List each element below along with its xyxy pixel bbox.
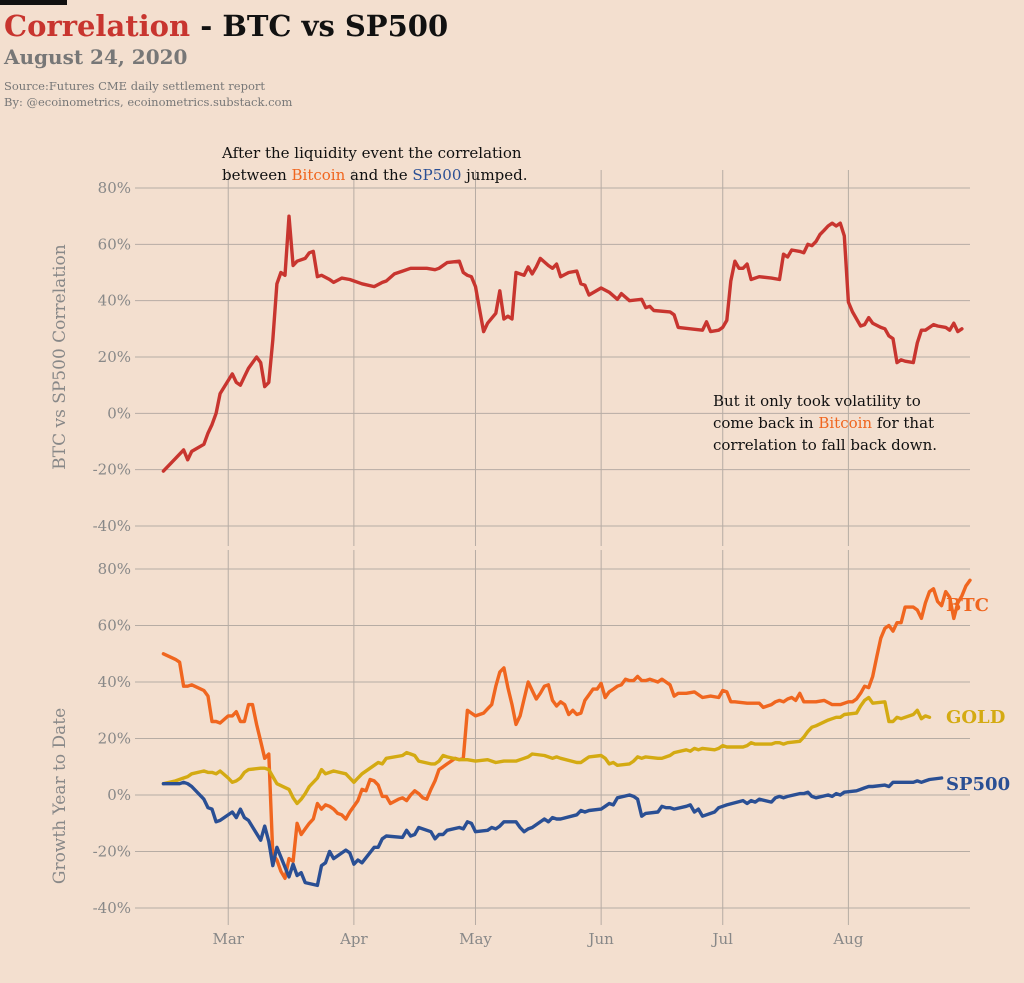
ytick-label-1-0: -40% (93, 899, 131, 917)
annotation-volatility: But it only took volatility to come back… (713, 390, 937, 456)
ytick-label-0-6: 80% (98, 179, 131, 197)
xtick-label-2: May (459, 930, 492, 948)
ytick-label-0-2: 0% (107, 404, 131, 422)
series-label-btc: BTC (946, 595, 989, 616)
top-y-axis-label: BTC vs SP500 Correlation (50, 244, 70, 470)
xtick-label-4: Jul (711, 930, 734, 948)
source-note: Source:Futures CME daily settlement repo… (4, 79, 265, 93)
ytick-label-0-0: -40% (93, 517, 131, 535)
byline: By: @ecoinometrics, ecoinometrics.substa… (4, 95, 293, 109)
ytick-label-1-6: 80% (98, 560, 131, 578)
annotation-bottom-text-b: for that (872, 414, 935, 432)
page-title: Correlation - BTC vs SP500 (4, 9, 448, 43)
annotation-top-sp500: SP500 (412, 166, 462, 184)
annotation-top-text-a: between (222, 166, 292, 184)
ytick-label-0-4: 40% (98, 292, 131, 310)
annotation-bottom-line3: correlation to fall back down. (713, 436, 938, 454)
ytick-label-1-3: 20% (98, 730, 131, 748)
page-date: August 24, 2020 (4, 45, 188, 69)
title-rest: - BTC vs SP500 (190, 9, 449, 43)
ytick-label-1-5: 60% (98, 617, 131, 635)
series-line-gold (161, 695, 932, 806)
series-line-sp500 (161, 776, 944, 888)
ytick-label-1-2: 0% (107, 786, 131, 804)
series-line-correlation (161, 214, 964, 473)
xtick-label-0: Mar (212, 930, 244, 948)
ytick-label-1-1: -20% (93, 843, 131, 861)
ytick-label-1-4: 40% (98, 673, 131, 691)
xtick-label-5: Aug (832, 930, 863, 948)
title-accent: Correlation (4, 9, 191, 43)
xtick-label-1: Apr (339, 930, 368, 948)
annotation-top-line2: between Bitcoin and the SP500 jumped. (222, 164, 528, 186)
series-label-sp500: SP500 (946, 774, 1011, 795)
bottom-y-axis-label: Growth Year to Date (50, 707, 70, 885)
annotation-top-text-c: jumped. (461, 166, 528, 184)
annotation-bottom-line1: But it only took volatility to (713, 392, 921, 410)
annotation-bottom-line2: come back in Bitcoin for that (713, 412, 937, 434)
annotation-bottom-text-a: come back in (713, 414, 819, 432)
annotation-bottom-bitcoin: Bitcoin (818, 414, 873, 432)
top-accent-bar (0, 0, 67, 5)
ytick-label-0-1: -20% (93, 461, 131, 479)
series-line-btc (161, 578, 972, 880)
annotation-liquidity-event: After the liquidity event the correlatio… (222, 142, 528, 186)
annotation-top-text-b: and the (345, 166, 413, 184)
xtick-label-3: Jun (586, 930, 614, 948)
series-label-gold: GOLD (946, 707, 1006, 728)
ytick-label-0-5: 60% (98, 235, 131, 253)
ytick-label-0-3: 20% (98, 348, 131, 366)
annotation-top-line1: After the liquidity event the correlatio… (222, 144, 522, 162)
annotation-top-bitcoin: Bitcoin (291, 166, 346, 184)
